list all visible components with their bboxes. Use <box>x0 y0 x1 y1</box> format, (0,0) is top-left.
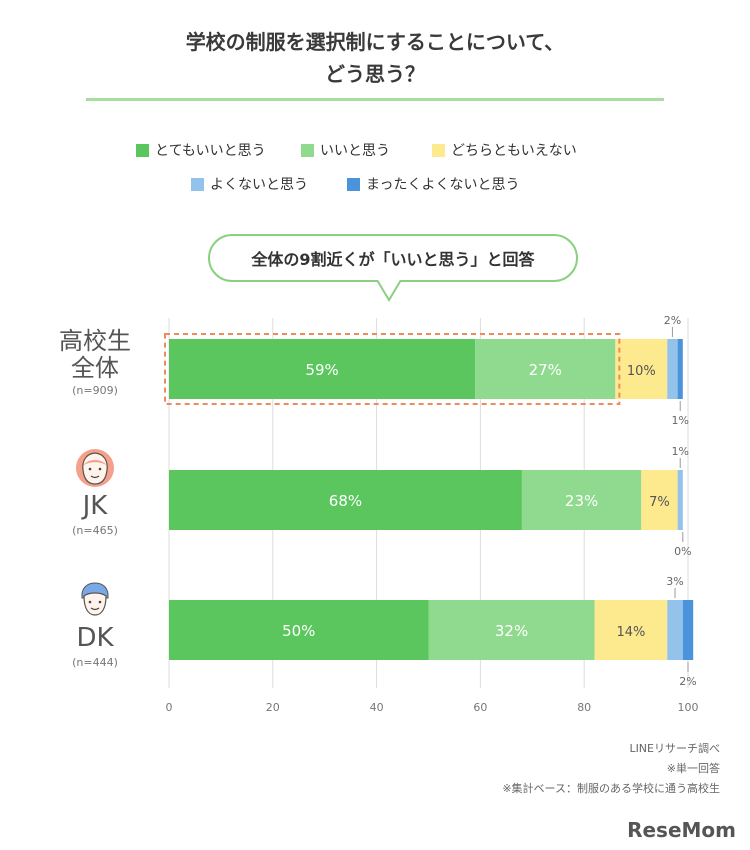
title-divider <box>86 98 664 101</box>
group-name: JK <box>82 491 108 521</box>
group-sample-size: (n=909) <box>72 384 118 397</box>
chart-title-line1: 学校の制服を選択制にすることについて、 <box>185 30 565 54</box>
bar-segment <box>521 470 642 530</box>
data-label: 23% <box>565 492 598 510</box>
legend-item: まったくよくないと思う <box>347 174 519 194</box>
footnote-source: LINEリサーチ調べ <box>629 742 720 755</box>
resemom-logo: ReseMom <box>627 818 736 842</box>
data-label: 50% <box>282 622 315 640</box>
footnote-single-answer: ※単一回答 <box>666 762 720 775</box>
x-tick-label: 80 <box>577 701 591 714</box>
data-label: 1% <box>671 445 688 458</box>
bar-segment <box>475 339 616 399</box>
bar-segment <box>169 339 476 399</box>
group-name: 高校生 <box>59 327 131 355</box>
legend-label: いいと思う <box>320 143 390 159</box>
x-tick-label: 60 <box>473 701 487 714</box>
callout-bubble: 全体の9割近くが「いいと思う」と回答 <box>208 234 578 282</box>
bar-segment <box>677 339 683 399</box>
data-label: 7% <box>649 495 670 510</box>
data-label: 10% <box>627 364 656 379</box>
group-label-all: 高校生 全体 (n=909) <box>20 327 170 398</box>
boy-face-icon <box>81 582 109 616</box>
chart-title-line2: どう思う？ <box>325 62 425 86</box>
data-label: 27% <box>529 361 562 379</box>
bar-segment <box>682 600 694 660</box>
group-name: DK <box>76 623 114 653</box>
girl-face-icon <box>76 449 114 487</box>
legend-swatch <box>347 177 360 191</box>
x-tick-label: 40 <box>370 701 384 714</box>
callout-pointer <box>376 280 402 302</box>
bar-segment <box>667 339 678 399</box>
legend-item: どちらともいえない <box>432 140 577 160</box>
bar-segment <box>169 600 429 660</box>
legend-item: いいと思う <box>301 140 390 160</box>
bar-segment <box>428 600 595 660</box>
data-label: 2% <box>679 675 696 688</box>
bar-segment <box>169 470 522 530</box>
legend-swatch <box>301 143 314 157</box>
legend-item: よくないと思う <box>191 174 308 194</box>
data-label: 32% <box>495 622 528 640</box>
data-label: 68% <box>329 492 362 510</box>
legend-label: とてもいいと思う <box>155 143 266 159</box>
footnote-base: ※集計ベース：制服のある学校に通う高校生 <box>502 782 720 795</box>
group-sample-size: (n=444) <box>72 656 118 669</box>
group-label-dk: DK (n=444) <box>20 578 170 669</box>
highlight-box <box>164 333 621 405</box>
stacked-bar-chart: 0 20 40 60 80 100 59% 27% 10% 2% 1% 68% 23% 7% 1% 0% 50%… <box>164 314 699 714</box>
legend-label: まったくよくないと思う <box>366 177 520 193</box>
bar-segment <box>677 470 683 530</box>
bar-segment <box>615 339 668 399</box>
data-label: 14% <box>616 625 645 640</box>
x-tick-label: 0 <box>166 701 173 714</box>
bar-segment <box>594 600 668 660</box>
data-label: 59% <box>305 361 338 379</box>
bar-segment <box>641 470 678 530</box>
data-label: 2% <box>664 314 681 327</box>
group-name: 全体 <box>71 354 119 382</box>
legend-label: どちらともいえない <box>451 143 577 159</box>
group-label-jk: JK (n=465) <box>20 446 170 537</box>
x-tick-label: 20 <box>266 701 280 714</box>
legend-item: とてもいいと思う <box>136 140 266 160</box>
data-label: 3% <box>666 575 683 588</box>
callout-text: 全体の9割近くが「いいと思う」と回答 <box>251 250 535 269</box>
group-sample-size: (n=465) <box>72 524 118 537</box>
data-label: 1% <box>671 414 688 427</box>
legend-swatch <box>191 177 204 191</box>
legend-swatch <box>136 143 149 157</box>
legend-label: よくないと思う <box>210 177 308 193</box>
legend-swatch <box>432 143 445 157</box>
bar-segment <box>667 600 683 660</box>
data-label: 0% <box>674 545 691 558</box>
x-tick-label: 100 <box>678 701 699 714</box>
